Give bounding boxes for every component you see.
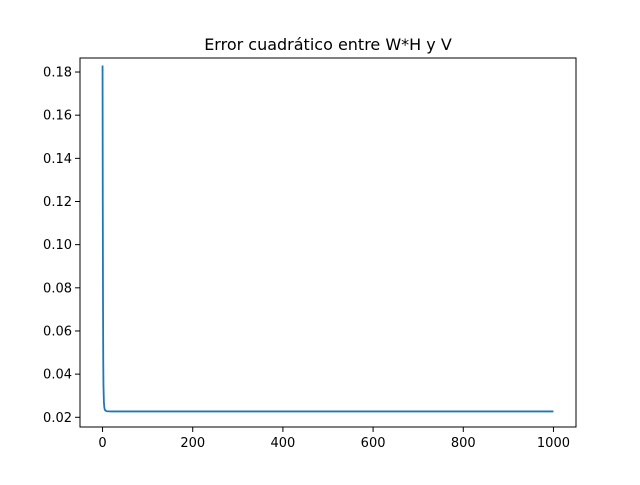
- chart-title: Error cuadrático entre W*H y V: [204, 35, 452, 54]
- x-axis: 0 200 400 600 800 1000: [98, 427, 570, 451]
- series-line: [101, 65, 554, 413]
- y-tick-label: 0.02: [43, 411, 72, 426]
- y-tick-label: 0.08: [43, 281, 72, 296]
- y-axis: 0.02 0.04 0.06 0.08 0.10 0.12 0.14 0.16 0.18: [43, 66, 80, 426]
- axes-frame: [79, 57, 577, 428]
- y-tick-label: 0.12: [43, 195, 72, 210]
- x-tick-label: 0: [98, 436, 106, 451]
- y-tick-label: 0.14: [43, 152, 72, 167]
- series-layer: [101, 65, 554, 413]
- x-tick-label: 1000: [537, 436, 570, 451]
- y-tick-label: 0.06: [43, 324, 72, 339]
- y-tick-label: 0.16: [43, 109, 72, 124]
- y-tick-label: 0.04: [43, 368, 72, 383]
- y-tick-label: 0.10: [43, 238, 72, 253]
- y-tick-label: 0.18: [43, 66, 72, 81]
- x-tick-label: 400: [270, 436, 295, 451]
- plot-area: [80, 58, 576, 427]
- x-tick-label: 200: [180, 436, 205, 451]
- x-tick-label: 600: [361, 436, 386, 451]
- x-tick-label: 800: [451, 436, 476, 451]
